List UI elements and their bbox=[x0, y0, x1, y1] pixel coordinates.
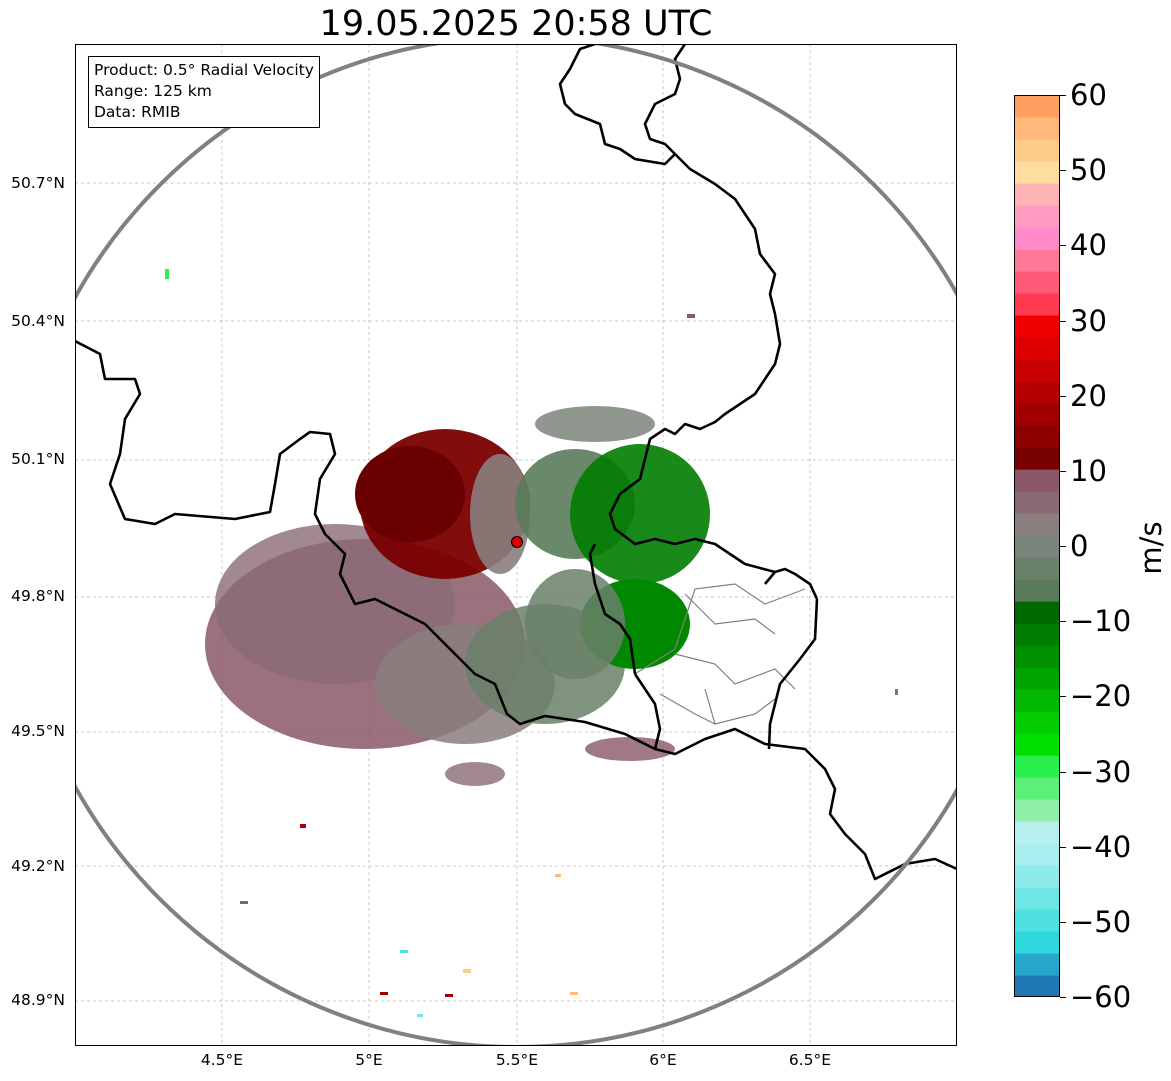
colorbar-band bbox=[1014, 315, 1060, 338]
lon-tick: 6.5°E bbox=[788, 1051, 832, 1069]
colorbar-band bbox=[1014, 975, 1060, 997]
colorbar-tick: 0 bbox=[1070, 529, 1089, 563]
colorbar-tick-mark bbox=[1060, 846, 1066, 848]
colorbar-band bbox=[1014, 667, 1060, 690]
lat-tick: 49.5°N bbox=[11, 722, 65, 740]
colorbar-band bbox=[1014, 447, 1060, 470]
colorbar-tick-mark bbox=[1060, 470, 1066, 472]
map-canvas bbox=[75, 44, 957, 1046]
colorbar-band bbox=[1014, 535, 1060, 558]
lat-tick: 50.1°N bbox=[11, 450, 65, 468]
colorbar-tick-mark bbox=[1060, 621, 1066, 623]
info-product: Product: 0.5° Radial Velocity bbox=[94, 61, 314, 79]
radar-map[interactable]: Product: 0.5° Radial Velocity Range: 125… bbox=[75, 44, 957, 1046]
colorbar-band bbox=[1014, 491, 1060, 514]
colorbar-tick: −40 bbox=[1070, 829, 1132, 864]
colorbar-tick: 20 bbox=[1070, 378, 1107, 413]
colorbar-tick: −60 bbox=[1070, 980, 1132, 1014]
colorbar-tick-mark bbox=[1060, 696, 1066, 698]
colorbar-tick-mark bbox=[1060, 320, 1066, 322]
colorbar-tick-mark bbox=[1060, 395, 1066, 397]
colorbar-band bbox=[1014, 953, 1060, 976]
colorbar-band bbox=[1014, 711, 1060, 734]
radar-echoes bbox=[165, 269, 898, 1017]
colorbar-band bbox=[1014, 469, 1060, 492]
colorbar-tick: 50 bbox=[1070, 153, 1107, 188]
map-border bbox=[75, 44, 957, 1046]
colorbar-band bbox=[1014, 403, 1060, 426]
colorbar-band bbox=[1014, 623, 1060, 646]
lon-tick: 6°E bbox=[649, 1051, 677, 1069]
colorbar-band bbox=[1014, 579, 1060, 602]
lat-tick: 50.7°N bbox=[11, 174, 65, 192]
colorbar-band bbox=[1014, 931, 1060, 954]
colorbar-tick-mark bbox=[1060, 546, 1066, 547]
colorbar-band bbox=[1014, 95, 1060, 118]
lat-tick: 50.4°N bbox=[11, 312, 65, 330]
lat-tick: 49.2°N bbox=[11, 857, 65, 875]
colorbar-tick-mark bbox=[1060, 95, 1066, 96]
colorbar-tick: −30 bbox=[1070, 754, 1132, 789]
colorbar-tick-mark bbox=[1060, 771, 1066, 773]
colorbar-band bbox=[1014, 139, 1060, 162]
colorbar-band bbox=[1014, 799, 1060, 822]
colorbar-band bbox=[1014, 381, 1060, 404]
colorbar-band bbox=[1014, 689, 1060, 712]
colorbar-band bbox=[1014, 557, 1060, 580]
colorbar-band bbox=[1014, 777, 1060, 800]
colorbar-tick: 60 bbox=[1070, 78, 1107, 112]
country-borders bbox=[75, 44, 957, 881]
region-borders bbox=[634, 583, 806, 725]
colorbar-tick: −50 bbox=[1070, 904, 1132, 939]
colorbar-tick: 30 bbox=[1070, 303, 1107, 338]
colorbar-tick-mark bbox=[1060, 997, 1066, 998]
colorbar-band bbox=[1014, 513, 1060, 536]
lon-tick: 5.5°E bbox=[495, 1051, 539, 1069]
colorbar-band bbox=[1014, 337, 1060, 360]
colorbar-band bbox=[1014, 821, 1060, 844]
radar-site-marker[interactable] bbox=[511, 536, 523, 548]
colorbar-tick-mark bbox=[1060, 921, 1066, 923]
colorbar-band bbox=[1014, 117, 1060, 140]
colorbar-band bbox=[1014, 293, 1060, 316]
info-source: Data: RMIB bbox=[94, 103, 181, 121]
info-range: Range: 125 km bbox=[94, 82, 212, 100]
colorbar-band bbox=[1014, 183, 1060, 206]
colorbar-band bbox=[1014, 359, 1060, 382]
map-title: 19.05.2025 20:58 UTC bbox=[319, 4, 713, 44]
lon-tick: 5°E bbox=[355, 1051, 383, 1069]
colorbar-band bbox=[1014, 843, 1060, 866]
colorbar-band bbox=[1014, 425, 1060, 448]
info-box: Product: 0.5° Radial Velocity Range: 125… bbox=[88, 56, 320, 128]
colorbar-band bbox=[1014, 755, 1060, 778]
colorbar-unit-label: m/s bbox=[1134, 521, 1168, 575]
colorbar-band bbox=[1014, 887, 1060, 910]
colorbar-tick: −20 bbox=[1070, 679, 1132, 714]
colorbar-band bbox=[1014, 161, 1060, 184]
colorbar bbox=[1014, 95, 1060, 997]
colorbar-tick: 10 bbox=[1070, 453, 1107, 488]
colorbar-band bbox=[1014, 865, 1060, 888]
colorbar-band bbox=[1014, 909, 1060, 932]
colorbar-band bbox=[1014, 205, 1060, 228]
colorbar-tick: −10 bbox=[1070, 604, 1132, 639]
colorbar-band bbox=[1014, 271, 1060, 294]
colorbar-band bbox=[1014, 645, 1060, 668]
lon-tick: 4.5°E bbox=[200, 1051, 244, 1069]
colorbar-band bbox=[1014, 601, 1060, 624]
lat-tick: 49.8°N bbox=[11, 587, 65, 605]
colorbar-tick-mark bbox=[1060, 170, 1066, 172]
colorbar-tick: 40 bbox=[1070, 228, 1107, 263]
colorbar-tick-mark bbox=[1060, 245, 1066, 247]
colorbar-band bbox=[1014, 249, 1060, 272]
lat-tick: 48.9°N bbox=[11, 991, 65, 1009]
colorbar-band bbox=[1014, 733, 1060, 756]
colorbar-band bbox=[1014, 227, 1060, 250]
